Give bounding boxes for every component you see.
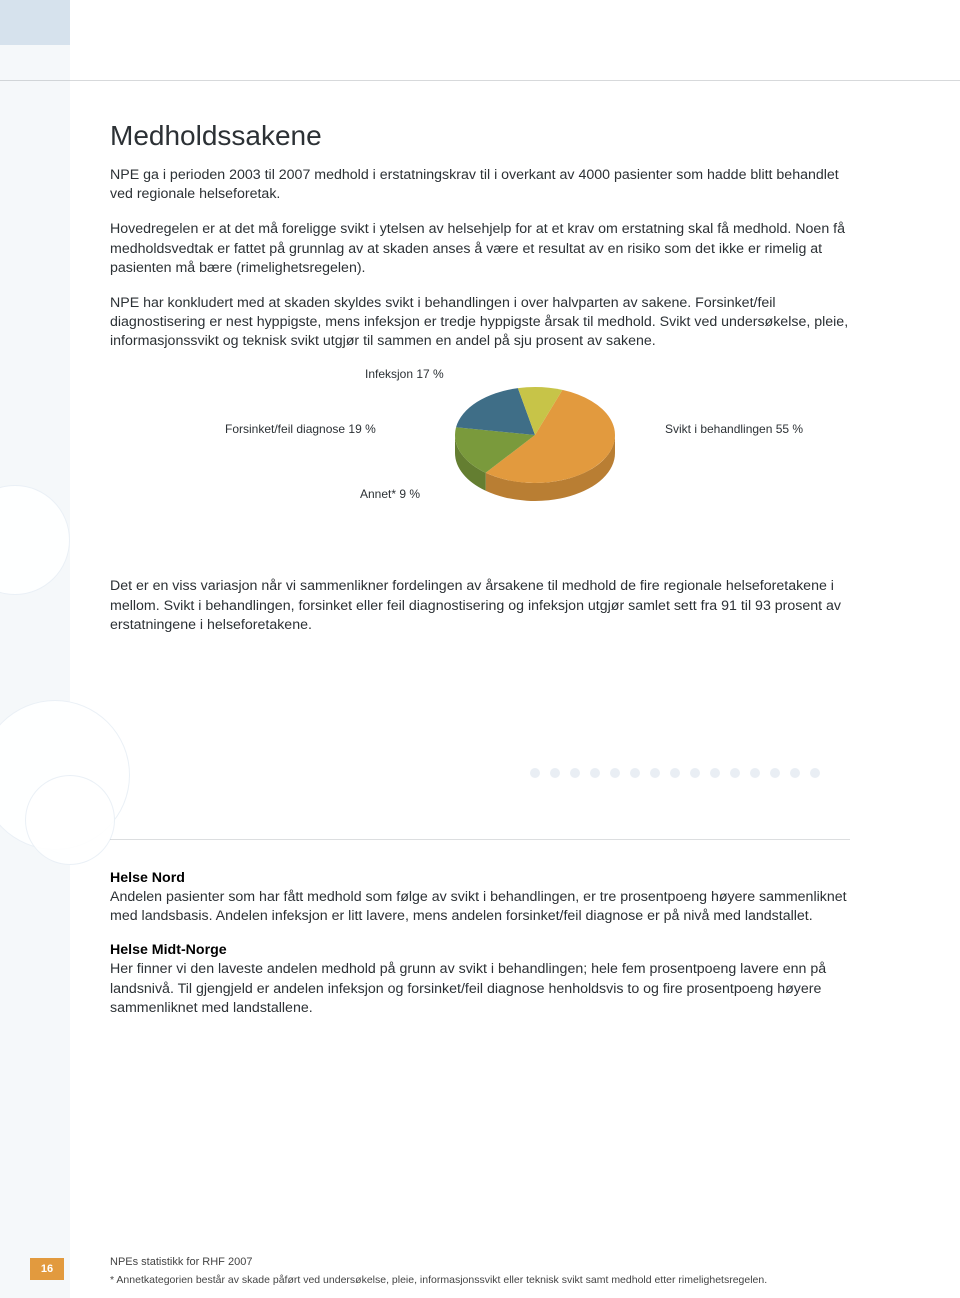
top-divider [0, 80, 960, 81]
intro-paragraph: NPE ga i perioden 2003 til 2007 medhold … [110, 166, 850, 204]
section-divider [110, 839, 850, 840]
footer-title: NPEs statistikk for RHF 2007 [110, 1256, 252, 1268]
pie-slice-label: Svikt i behandlingen 55 % [665, 422, 803, 436]
footer-note: * Annetkategorien består av skade påført… [110, 1274, 767, 1286]
page-number: 16 [30, 1258, 64, 1280]
region-heading: Helse Nord [110, 870, 850, 886]
decorative-circle [25, 775, 115, 865]
regions-section: Helse Nord Andelen pasienter som har fåt… [110, 785, 850, 1034]
region-paragraph: Her finner vi den laveste andelen medhol… [110, 960, 850, 1018]
region-heading: Helse Midt-Norge [110, 942, 850, 958]
decorative-dot-row [530, 765, 960, 783]
pie-slice-label: Infeksjon 17 % [365, 367, 444, 381]
page-footer: 16 NPEs statistikk for RHF 2007 * Annetk… [0, 1240, 960, 1298]
region-paragraph: Andelen pasienter som har fått medhold s… [110, 888, 850, 926]
pie-chart [420, 377, 650, 507]
body-paragraph: Hovedregelen er at det må foreligge svik… [110, 220, 850, 278]
main-content: Medholdssakene NPE ga i perioden 2003 ti… [110, 120, 850, 651]
pie-slice-label: Forsinket/feil diagnose 19 % [225, 422, 376, 436]
body-paragraph: Det er en viss variasjon når vi sammenli… [110, 577, 850, 635]
header-accent-block [0, 0, 70, 45]
pie-chart-region: Svikt i behandlingen 55 % Infeksjon 17 % F… [110, 367, 850, 547]
body-paragraph: NPE har konkludert med at skaden skyldes… [110, 294, 850, 352]
left-margin-strip [0, 45, 70, 1298]
pie-slice-label: Annet* 9 % [360, 487, 420, 501]
page-title: Medholdssakene [110, 120, 850, 152]
